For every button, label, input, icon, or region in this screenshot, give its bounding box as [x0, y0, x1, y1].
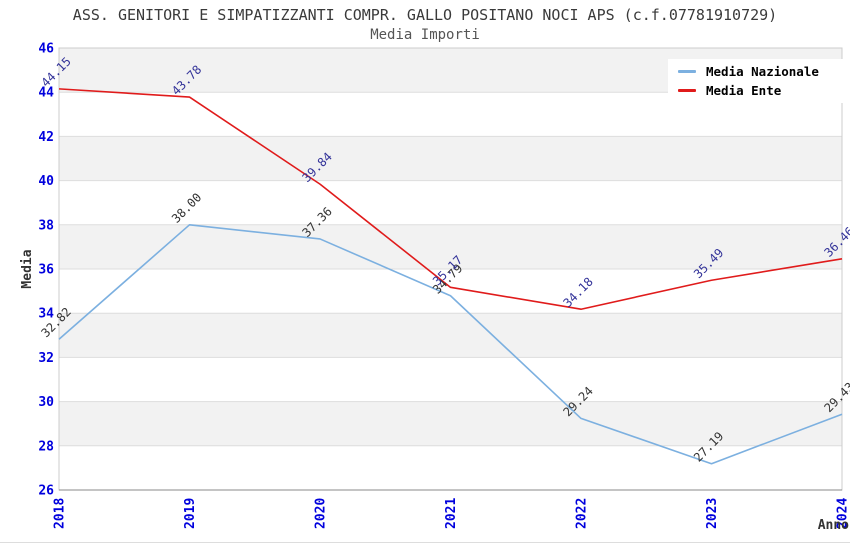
- x-tick-label: 2023: [705, 498, 720, 529]
- y-tick-label: 34: [38, 307, 54, 322]
- y-tick-label: 36: [38, 263, 54, 278]
- y-tick-label: 40: [38, 174, 54, 189]
- legend-label-media-nazionale: Media Nazionale: [706, 64, 819, 79]
- y-tick-label: 28: [38, 439, 54, 454]
- chart-subtitle: Media Importi: [370, 27, 480, 43]
- y-tick-label: 30: [38, 395, 54, 410]
- x-axis-title: Anno: [818, 518, 849, 533]
- plot-band: [59, 136, 842, 181]
- point-label-media-nazionale: 38.00: [169, 190, 204, 225]
- series-line-media-nazionale: [58, 224, 843, 465]
- x-tick-label: 2022: [575, 498, 590, 529]
- x-tick-label: 2024: [836, 498, 850, 529]
- legend: Media Nazionale Media Ente: [668, 59, 846, 103]
- x-tick-label: 2021: [444, 498, 459, 529]
- series-line-media-ente: [58, 88, 843, 311]
- y-axis-title: Media: [20, 249, 35, 288]
- legend-swatch-line-icon: [678, 70, 696, 73]
- bottom-divider: [0, 542, 850, 543]
- legend-item-media-ente: Media Ente: [678, 81, 846, 100]
- x-tick-label: 2018: [53, 498, 68, 529]
- y-tick-label: 32: [38, 351, 54, 366]
- plot-band: [59, 224, 842, 269]
- y-tick-label: 26: [38, 484, 54, 499]
- y-tick-label: 46: [38, 42, 54, 57]
- point-label-media-ente: 34.18: [560, 275, 595, 310]
- legend-swatch-line-icon: [678, 89, 696, 92]
- y-tick-label: 38: [38, 218, 54, 233]
- legend-label-media-ente: Media Ente: [706, 83, 782, 98]
- legend-item-media-nazionale: Media Nazionale: [678, 62, 846, 81]
- x-tick-label: 2020: [314, 498, 329, 529]
- chart-title: ASS. GENITORI E SIMPATIZZANTI COMPR. GAL…: [72, 6, 778, 24]
- plot-band: [59, 401, 842, 446]
- y-tick-label: 44: [38, 86, 54, 101]
- x-tick-label: 2019: [183, 498, 198, 529]
- plot-band: [59, 313, 842, 358]
- y-tick-label: 42: [38, 130, 54, 145]
- point-label-media-nazionale: 29.43: [821, 380, 850, 415]
